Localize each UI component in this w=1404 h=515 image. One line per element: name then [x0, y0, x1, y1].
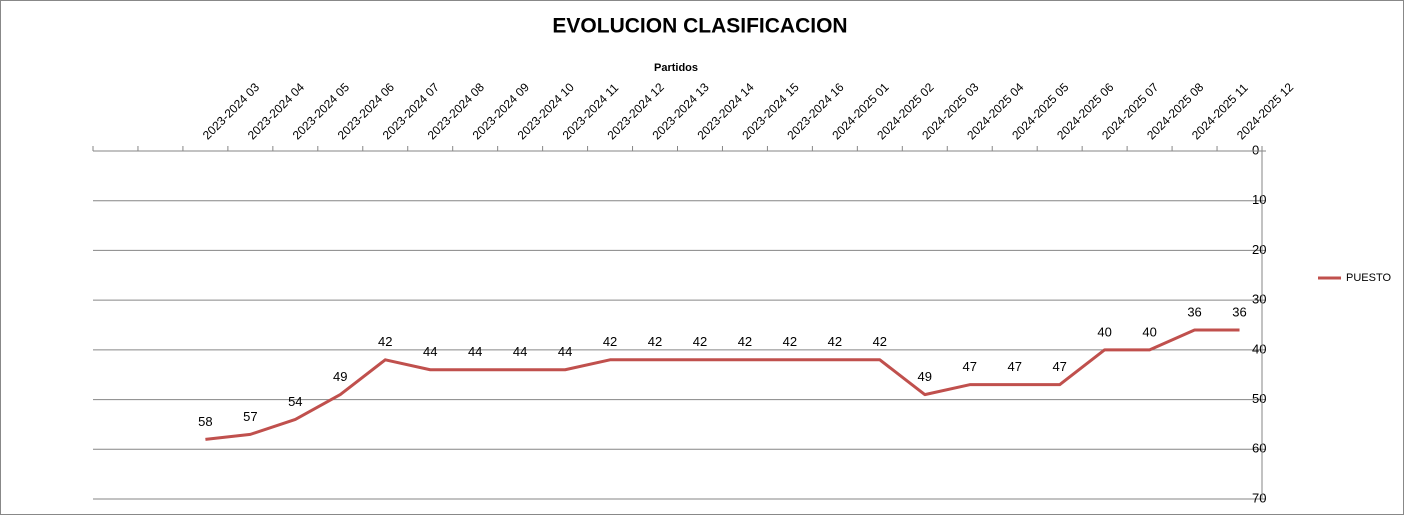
data-label: 42: [378, 334, 392, 349]
data-label: 42: [783, 334, 797, 349]
data-label: 40: [1142, 324, 1156, 339]
data-label: 47: [963, 359, 977, 374]
y-tick-label: 0: [1252, 142, 1259, 157]
y-tick-label: 20: [1252, 242, 1266, 257]
data-label: 44: [558, 344, 572, 359]
data-label: 42: [693, 334, 707, 349]
data-label: 44: [468, 344, 482, 359]
data-label: 42: [648, 334, 662, 349]
y-tick-label: 70: [1252, 490, 1266, 505]
data-label: 42: [828, 334, 842, 349]
data-label: 40: [1097, 324, 1111, 339]
data-label: 44: [513, 344, 527, 359]
data-label: 42: [873, 334, 887, 349]
data-label: 44: [423, 344, 437, 359]
data-label: 49: [333, 369, 347, 384]
data-label: 47: [1052, 359, 1066, 374]
y-tick-label: 60: [1252, 441, 1266, 456]
data-label: 42: [738, 334, 752, 349]
y-tick-label: 30: [1252, 292, 1266, 307]
chart-title: EVOLUCION CLASIFICACION: [552, 15, 847, 38]
series-line: [205, 328, 1240, 441]
y-tick-label: 10: [1252, 192, 1266, 207]
data-label: 42: [603, 334, 617, 349]
data-label: 57: [243, 409, 257, 424]
data-label: 36: [1187, 304, 1201, 319]
data-label: 54: [288, 394, 302, 409]
data-label: 49: [918, 369, 932, 384]
x-axis-title: Partidos: [654, 62, 698, 74]
data-label: 36: [1232, 304, 1246, 319]
y-tick-label: 50: [1252, 391, 1266, 406]
legend-label: PUESTO: [1346, 272, 1391, 284]
y-tick-label: 40: [1252, 341, 1266, 356]
data-label: 58: [198, 414, 212, 429]
data-label: 47: [1007, 359, 1021, 374]
